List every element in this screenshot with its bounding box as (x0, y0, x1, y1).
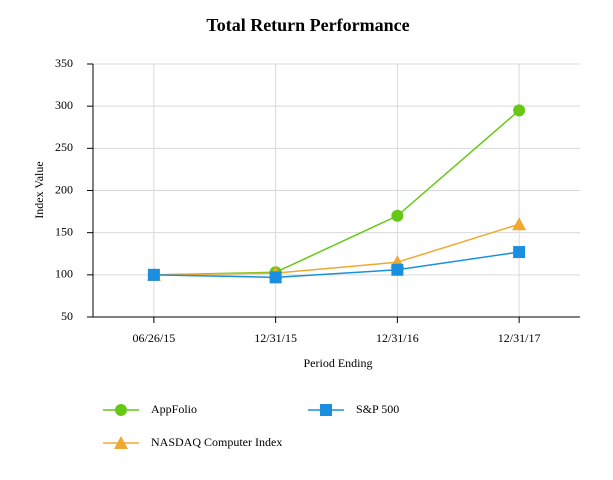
y-tick-label: 250 (55, 140, 73, 154)
x-tick-label: 12/31/17 (498, 331, 541, 345)
legend-marker (114, 436, 128, 449)
y-tick-label: 200 (55, 182, 73, 196)
y-tick-label: 350 (55, 56, 73, 70)
data-point (512, 217, 527, 231)
legend-label: NASDAQ Computer Index (151, 435, 282, 449)
data-point (391, 209, 404, 222)
x-tick-label: 06/26/15 (133, 331, 176, 345)
y-tick-label: 150 (55, 224, 73, 238)
legend-marker (115, 404, 127, 416)
y-axis-title: Index Value (32, 161, 46, 218)
y-tick-label: 100 (55, 267, 73, 281)
y-tick-label: 300 (55, 98, 73, 112)
data-point (391, 263, 404, 276)
series-line (153, 251, 520, 279)
legend-marker (320, 404, 332, 416)
legend-label: S&P 500 (356, 402, 399, 416)
legend-label: AppFolio (151, 402, 197, 416)
data-point (513, 104, 526, 117)
series-line (153, 223, 520, 276)
data-point (147, 268, 160, 281)
chart-title: Total Return Performance (206, 15, 409, 35)
data-point (269, 271, 282, 284)
x-tick-label: 12/31/16 (376, 331, 419, 345)
x-axis-title: Period Ending (304, 356, 373, 370)
data-point (513, 246, 526, 259)
y-tick-label: 50 (61, 309, 73, 323)
x-tick-label: 12/31/15 (254, 331, 297, 345)
